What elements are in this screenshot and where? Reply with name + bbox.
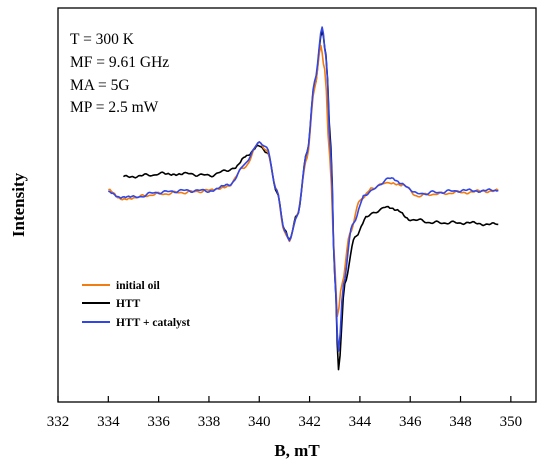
legend-label-initial-oil: initial oil: [116, 280, 160, 292]
x-tick-label: 336: [147, 414, 170, 430]
x-tick-label: 348: [449, 414, 472, 430]
y-axis-label: Intensity: [9, 172, 28, 237]
x-tick-label: 350: [500, 414, 523, 430]
annotation-temperature: T = 300 K: [70, 31, 135, 48]
x-tick-label: 340: [248, 414, 271, 430]
x-axis-label: B, mT: [274, 441, 320, 460]
legend: initial oil HTT HTT + catalyst: [82, 280, 190, 329]
x-tick-label: 342: [298, 414, 321, 430]
x-tick-label: 334: [97, 414, 120, 430]
annotation-frequency: MF = 9.61 GHz: [70, 54, 169, 71]
series-line-htt-catalyst: [107, 26, 499, 352]
legend-label-htt-catalyst: HTT + catalyst: [116, 317, 190, 329]
x-tick-label: 338: [198, 414, 221, 430]
x-axis-ticks: 332 334 336 338 340 342 344 346 348 350: [47, 396, 522, 430]
annotation-amplitude: MA = 5G: [70, 77, 130, 94]
plot-frame: [57, 7, 537, 403]
x-tick-label: 332: [47, 414, 70, 430]
annotation-block: T = 300 K MF = 9.61 GHz MA = 5G MP = 2.5…: [70, 31, 169, 116]
curves-layer: [107, 26, 499, 371]
legend-label-htt: HTT: [116, 298, 141, 310]
annotation-power: MP = 2.5 mW: [70, 99, 159, 116]
x-tick-label: 346: [399, 414, 422, 430]
x-tick-label: 344: [349, 414, 372, 430]
